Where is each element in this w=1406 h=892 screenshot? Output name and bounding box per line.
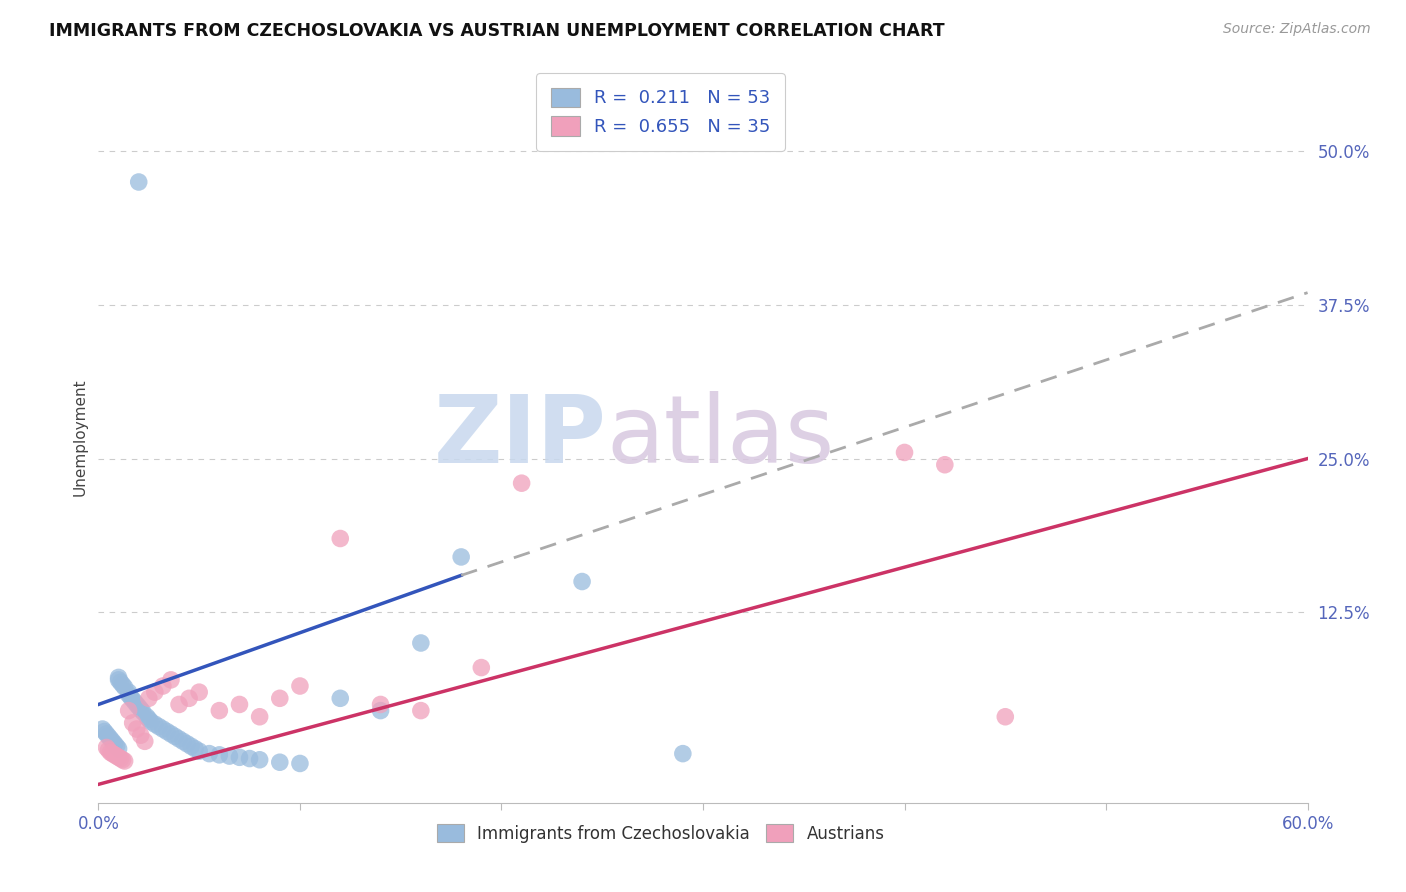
Point xyxy=(135,710,157,724)
Point xyxy=(167,731,190,746)
Point xyxy=(152,722,174,736)
Point xyxy=(118,688,141,702)
Point xyxy=(143,717,166,731)
Y-axis label: Unemployment: Unemployment xyxy=(72,378,87,496)
Point xyxy=(188,685,211,699)
Point xyxy=(409,704,432,718)
Point xyxy=(110,751,132,765)
Point xyxy=(228,750,250,764)
Text: Source: ZipAtlas.com: Source: ZipAtlas.com xyxy=(1223,22,1371,37)
Point xyxy=(120,690,142,704)
Point xyxy=(103,747,125,762)
Point xyxy=(188,744,211,758)
Point xyxy=(450,549,472,564)
Point xyxy=(121,692,143,706)
Point xyxy=(125,722,148,736)
Point xyxy=(198,747,221,761)
Point xyxy=(132,705,155,719)
Point xyxy=(269,756,291,770)
Point xyxy=(110,675,132,690)
Point xyxy=(180,739,202,754)
Point xyxy=(139,714,162,729)
Point xyxy=(208,747,231,762)
Point xyxy=(934,458,956,472)
Point xyxy=(370,698,392,712)
Point xyxy=(176,737,198,751)
Point xyxy=(510,476,533,491)
Point xyxy=(107,750,129,764)
Point xyxy=(107,670,129,684)
Point xyxy=(97,743,120,757)
Point xyxy=(167,698,190,712)
Point xyxy=(143,685,166,699)
Point xyxy=(105,749,128,764)
Point xyxy=(148,720,170,734)
Point xyxy=(249,753,271,767)
Point xyxy=(93,724,115,739)
Text: atlas: atlas xyxy=(606,391,835,483)
Point xyxy=(179,691,201,706)
Point xyxy=(329,532,352,546)
Point xyxy=(118,704,141,718)
Point xyxy=(228,698,250,712)
Point xyxy=(97,730,120,744)
Point xyxy=(163,730,186,744)
Point xyxy=(100,745,122,759)
Point xyxy=(138,691,160,706)
Point xyxy=(128,700,150,714)
Point xyxy=(249,710,271,724)
Text: IMMIGRANTS FROM CZECHOSLOVAKIA VS AUSTRIAN UNEMPLOYMENT CORRELATION CHART: IMMIGRANTS FROM CZECHOSLOVAKIA VS AUSTRI… xyxy=(49,22,945,40)
Point xyxy=(571,574,593,589)
Point xyxy=(184,741,207,756)
Point xyxy=(107,673,129,687)
Point xyxy=(114,680,136,694)
Point xyxy=(125,698,148,712)
Point xyxy=(208,704,231,718)
Point xyxy=(111,678,134,692)
Point xyxy=(239,751,262,765)
Point xyxy=(160,673,183,687)
Point xyxy=(128,175,150,189)
Point xyxy=(118,685,141,699)
Point xyxy=(105,739,128,754)
Text: ZIP: ZIP xyxy=(433,391,606,483)
Point xyxy=(138,712,160,726)
Point xyxy=(160,727,183,741)
Point xyxy=(129,728,152,742)
Point xyxy=(114,754,136,768)
Point xyxy=(96,727,118,741)
Point xyxy=(994,710,1017,724)
Point xyxy=(91,722,114,736)
Point xyxy=(288,679,311,693)
Point xyxy=(893,445,915,459)
Point xyxy=(100,731,122,746)
Point xyxy=(152,679,174,693)
Point xyxy=(329,691,352,706)
Point xyxy=(96,740,118,755)
Point xyxy=(101,747,124,761)
Point xyxy=(129,702,152,716)
Point xyxy=(121,715,143,730)
Point xyxy=(409,636,432,650)
Point xyxy=(111,753,134,767)
Point xyxy=(101,734,124,748)
Point xyxy=(218,749,240,764)
Point xyxy=(672,747,695,761)
Point xyxy=(172,734,194,748)
Point xyxy=(288,756,311,771)
Point xyxy=(103,737,125,751)
Legend: Immigrants from Czechoslovakia, Austrians: Immigrants from Czechoslovakia, Austrian… xyxy=(430,817,891,849)
Point xyxy=(107,741,129,756)
Point xyxy=(134,734,156,748)
Point xyxy=(370,704,392,718)
Point xyxy=(156,724,179,739)
Point xyxy=(269,691,291,706)
Point xyxy=(470,660,492,674)
Point xyxy=(124,695,146,709)
